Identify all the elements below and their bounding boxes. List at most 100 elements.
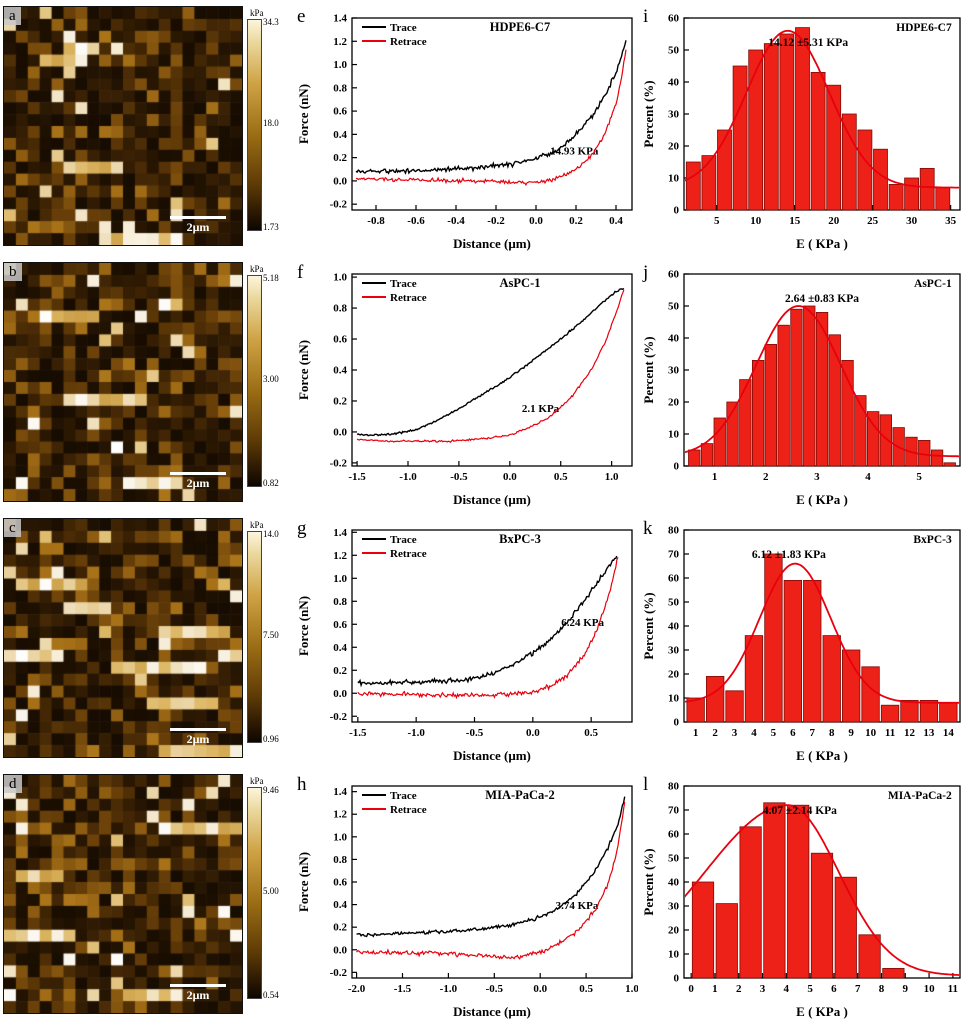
svg-text:1.0: 1.0 [333, 573, 347, 585]
colorbar: kPa 9.46 5.00 0.54 [244, 776, 292, 1020]
svg-text:35: 35 [945, 215, 957, 227]
svg-text:-1.5: -1.5 [349, 727, 367, 739]
svg-text:0.0: 0.0 [529, 215, 543, 227]
force-curve-plot: -0.8 -0.6 -0.4 -0.2 0.0 0.2 0.4 -0.2 0.0 0.2 0.4 0.… [296, 6, 633, 251]
colorbar-max-label: 5.18 [263, 273, 279, 283]
svg-text:9: 9 [903, 983, 909, 995]
svg-text:4.07 ±2.14 KPa: 4.07 ±2.14 KPa [763, 805, 837, 817]
svg-text:0.4: 0.4 [333, 899, 347, 911]
svg-text:Force (nN): Force (nN) [296, 84, 311, 144]
svg-text:0.4: 0.4 [609, 215, 623, 227]
colorbar: kPa 5.18 3.00 0.82 [244, 264, 292, 508]
scale-bar-label: 2μm [186, 988, 210, 1002]
svg-text:50: 50 [668, 301, 680, 313]
svg-text:60: 60 [668, 573, 680, 585]
svg-text:0.2: 0.2 [333, 152, 347, 164]
svg-text:-0.5: -0.5 [450, 471, 468, 483]
scale-bar-line [170, 216, 226, 219]
colorbar-max-label: 34.3 [263, 17, 279, 27]
svg-text:5: 5 [714, 215, 720, 227]
svg-text:g: g [297, 518, 307, 539]
svg-text:15: 15 [789, 215, 801, 227]
svg-text:3: 3 [814, 471, 820, 483]
svg-text:Distance (μm): Distance (μm) [453, 748, 531, 763]
force-curve-plot: -1.5 -1.0 -0.5 0.0 0.5 -0.2 0.0 0.2 0.4 0.6 0.8 1.0… [296, 518, 633, 763]
svg-text:30: 30 [668, 645, 680, 657]
svg-text:1.2: 1.2 [333, 809, 347, 821]
svg-text:f: f [297, 262, 304, 283]
afm-map-image [4, 519, 242, 757]
svg-text:i: i [643, 6, 648, 27]
svg-text:1.0: 1.0 [605, 471, 619, 483]
colorbar-mid-label: 18.0 [263, 118, 279, 128]
svg-text:5: 5 [807, 983, 813, 995]
svg-text:60: 60 [668, 13, 680, 25]
svg-text:l: l [643, 774, 648, 795]
svg-text:0: 0 [688, 983, 694, 995]
svg-text:20: 20 [668, 925, 680, 937]
scale-bar-line [170, 728, 226, 731]
svg-text:1: 1 [693, 727, 699, 739]
svg-text:E ( KPa ): E ( KPa ) [796, 492, 848, 507]
svg-text:10: 10 [668, 429, 680, 441]
svg-text:0: 0 [674, 717, 680, 729]
svg-text:20: 20 [668, 397, 680, 409]
svg-text:10: 10 [924, 983, 936, 995]
afm-map-image [4, 7, 242, 245]
svg-text:-0.2: -0.2 [330, 457, 348, 469]
svg-text:HDPE6-C7: HDPE6-C7 [490, 20, 550, 34]
svg-text:0.8: 0.8 [333, 596, 347, 608]
figure-row: a 2μm kPa 34.3 18.0 1.73 -0.8 -0.6 -0.4 -0.… [0, 0, 971, 256]
histogram-plot: 0 1 2 3 4 5 6 7 8 9 10 11 0 10 20 30 40 50 60 70 80 E ( KPa )… [641, 774, 961, 1019]
svg-text:0: 0 [674, 973, 680, 985]
svg-text:20: 20 [828, 215, 840, 227]
svg-text:40: 40 [668, 333, 680, 345]
svg-text:2: 2 [712, 727, 718, 739]
svg-text:1: 1 [712, 471, 718, 483]
svg-text:3: 3 [732, 727, 738, 739]
svg-text:Percent (%): Percent (%) [641, 592, 656, 659]
svg-text:0.2: 0.2 [333, 665, 347, 677]
svg-text:0.0: 0.0 [333, 426, 347, 438]
svg-text:AsPC-1: AsPC-1 [500, 276, 541, 290]
svg-text:1: 1 [712, 983, 718, 995]
colorbar-max-label: 14.0 [263, 529, 279, 539]
svg-text:0.5: 0.5 [554, 471, 568, 483]
svg-text:HDPE6-C7: HDPE6-C7 [896, 22, 952, 34]
svg-text:80: 80 [668, 781, 680, 793]
svg-text:Retrace: Retrace [390, 804, 427, 816]
svg-text:20: 20 [668, 141, 680, 153]
panel-letter: a [4, 7, 21, 25]
scale-bar: 2μm [170, 984, 226, 1003]
svg-text:8: 8 [829, 727, 835, 739]
svg-text:30: 30 [668, 109, 680, 121]
colorbar-gradient [247, 787, 262, 999]
svg-text:11: 11 [885, 727, 895, 739]
svg-text:0: 0 [674, 205, 680, 217]
svg-text:-0.5: -0.5 [466, 727, 484, 739]
colorbar-min-label: 0.82 [263, 478, 279, 488]
svg-text:-0.4: -0.4 [447, 215, 465, 227]
svg-text:1.0: 1.0 [625, 983, 638, 995]
force-curve-plot: -1.5 -1.0 -0.5 0.0 0.5 1.0 -0.2 0.0 0.2 0.4 0.6 0.8… [296, 262, 633, 507]
svg-text:k: k [643, 518, 653, 539]
svg-text:0.4: 0.4 [333, 129, 347, 141]
svg-text:0.0: 0.0 [533, 983, 547, 995]
svg-text:10: 10 [668, 949, 680, 961]
svg-text:E ( KPa ): E ( KPa ) [796, 748, 848, 763]
svg-text:1.0: 1.0 [333, 272, 347, 284]
svg-text:0.5: 0.5 [579, 983, 593, 995]
svg-text:8: 8 [879, 983, 885, 995]
scale-bar-label: 2μm [186, 732, 210, 746]
svg-text:1.4: 1.4 [333, 527, 347, 539]
svg-text:-0.6: -0.6 [407, 215, 425, 227]
svg-text:-0.5: -0.5 [486, 983, 504, 995]
svg-text:-1.5: -1.5 [394, 983, 412, 995]
svg-text:2: 2 [763, 471, 769, 483]
svg-text:9: 9 [848, 727, 854, 739]
svg-text:1.0: 1.0 [333, 59, 347, 71]
histogram-plot: 5 10 15 20 25 30 35 0 10 20 30 40 50 60 E ( KPa ) Perce… [641, 6, 961, 251]
svg-text:1.0: 1.0 [333, 831, 347, 843]
svg-text:4: 4 [784, 983, 790, 995]
afm-map-panel: a 2μm [0, 0, 243, 246]
